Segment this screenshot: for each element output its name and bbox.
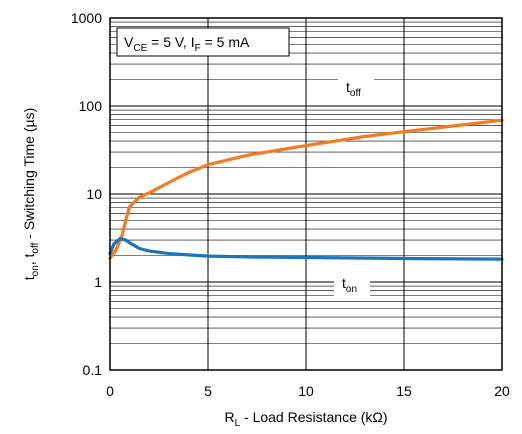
y-tick-label: 1: [94, 274, 102, 290]
x-tick-labels: 0 5 10 15 20: [106, 383, 510, 399]
x-tick-label: 0: [106, 383, 114, 399]
condition-annotation: VCE = 5 V, IF = 5 mA: [124, 34, 250, 54]
y-tick-label: 100: [79, 98, 103, 114]
y-tick-label: 10: [86, 186, 102, 202]
series-lines: [108, 118, 504, 261]
x-tick-label: 15: [396, 383, 412, 399]
x-tick-label: 10: [298, 383, 314, 399]
y-tick-label: 1000: [71, 10, 102, 26]
x-axis-label: RL - Load Resistance (kΩ): [224, 409, 387, 429]
y-axis-label: ton, toff - Switching Time (µs): [21, 108, 41, 281]
plot-frame: [109, 17, 503, 371]
series-label-ton: ton: [342, 275, 357, 295]
series-line-toff: [108, 118, 504, 261]
grid-lines: [110, 18, 502, 370]
y-tick-labels: 0.1 1 10 100 1000: [71, 10, 102, 378]
series-label-toff: toff: [346, 79, 361, 99]
series-line-ton: [108, 237, 504, 261]
toff-label-box: [338, 76, 374, 100]
ton-label-box: [334, 272, 370, 296]
x-tick-label: 5: [204, 383, 212, 399]
condition-annotation-box: [116, 27, 290, 57]
x-tick-label: 20: [494, 383, 510, 399]
y-tick-label: 0.1: [83, 362, 103, 378]
